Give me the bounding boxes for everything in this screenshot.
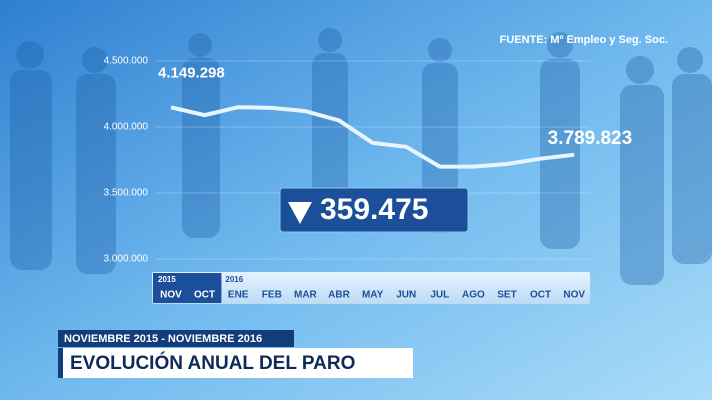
x-tick-label: NOV	[563, 290, 585, 301]
x-tick-label: JUL	[430, 290, 449, 301]
y-tick-label: 3.000.000	[104, 254, 149, 265]
value-label: 3.789.823	[548, 128, 633, 149]
x-tick-label: OCT	[530, 290, 551, 301]
x-tick-label: ABR	[328, 290, 350, 301]
change-badge	[279, 187, 469, 233]
x-tick-label: MAR	[294, 290, 318, 301]
subtitle-box	[58, 330, 294, 347]
silhouettes	[10, 28, 712, 285]
year-label: 2015	[158, 275, 176, 284]
subtitle: NOVIEMBRE 2015 - NOVIEMBRE 2016	[64, 333, 262, 345]
y-tick-label: 4.500.000	[104, 56, 149, 67]
data-line	[170, 105, 575, 169]
year-label: 2016	[225, 275, 243, 284]
change-value: 359.475	[320, 193, 428, 226]
title: EVOLUCIÓN ANUAL DEL PARO	[70, 352, 355, 374]
source: FUENTE: Mº Empleo y Seg. Soc.	[500, 34, 668, 46]
x-tick-label: OCT	[194, 290, 215, 301]
x-tick-label: FEB	[262, 290, 282, 301]
y-tick-label: 3.500.000	[104, 188, 149, 199]
axis-strip	[152, 272, 590, 304]
year-band	[153, 273, 222, 303]
x-tick-label: ENE	[228, 290, 249, 301]
value-label: 4.149.298	[158, 64, 225, 81]
x-tick-label: NOV	[160, 290, 182, 301]
y-tick-label: 4.000.000	[104, 122, 149, 133]
x-tick-label: JUN	[396, 290, 416, 301]
x-tick-label: SET	[497, 290, 516, 301]
x-tick-label: AGO	[462, 290, 485, 301]
x-tick-label: MAY	[362, 290, 384, 301]
title-accent	[58, 348, 63, 378]
change-arrow	[288, 202, 312, 224]
title-box	[58, 348, 413, 378]
